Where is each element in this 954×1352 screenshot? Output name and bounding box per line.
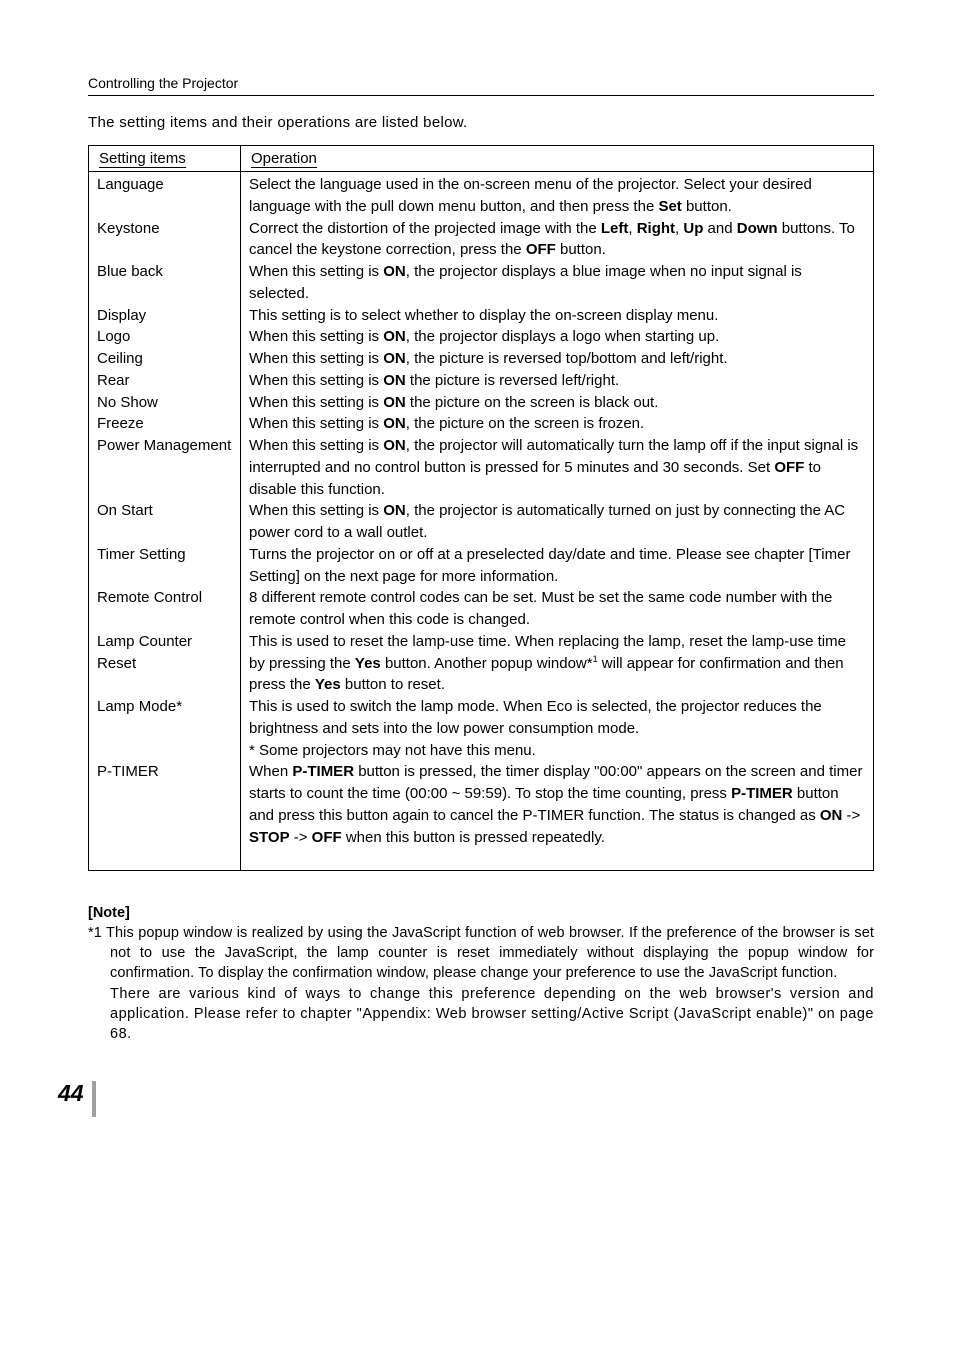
setting-item-label: Power Management: [89, 435, 241, 500]
table-row: Lamp Mode*This is used to switch the lam…: [89, 696, 874, 761]
table-row: LanguageSelect the language used in the …: [89, 172, 874, 218]
setting-item-operation: This is used to reset the lamp-use time.…: [241, 631, 874, 696]
page-number: 44: [58, 1080, 84, 1107]
setting-item-label: Timer Setting: [89, 544, 241, 588]
note-paragraph-2: There are various kind of ways to change…: [88, 984, 874, 1045]
table-row: Remote Control8 different remote control…: [89, 587, 874, 631]
setting-item-operation: This is used to switch the lamp mode. Wh…: [241, 696, 874, 761]
setting-item-operation: When P-TIMER button is pressed, the time…: [241, 761, 874, 848]
setting-item-label: Remote Control: [89, 587, 241, 631]
setting-item-operation: When this setting is ON, the projector d…: [241, 326, 874, 348]
setting-item-label: On Start: [89, 500, 241, 544]
table-row: Lamp Counter ResetThis is used to reset …: [89, 631, 874, 696]
setting-item-operation: Turns the projector on or off at a prese…: [241, 544, 874, 588]
table-row: Power ManagementWhen this setting is ON,…: [89, 435, 874, 500]
note-section: [Note] *1 This popup window is realized …: [88, 905, 874, 1045]
note-header: [Note]: [88, 905, 874, 921]
table-row: CeilingWhen this setting is ON, the pict…: [89, 348, 874, 370]
table-row: No ShowWhen this setting is ON the pictu…: [89, 392, 874, 414]
setting-item-operation: When this setting is ON, the projector w…: [241, 435, 874, 500]
setting-item-label: Lamp Counter Reset: [89, 631, 241, 696]
setting-item-operation: When this setting is ON the picture on t…: [241, 392, 874, 414]
setting-item-operation: Correct the distortion of the projected …: [241, 218, 874, 262]
setting-item-operation: When this setting is ON, the picture on …: [241, 413, 874, 435]
setting-item-label: Language: [89, 172, 241, 218]
setting-item-label: P-TIMER: [89, 761, 241, 848]
setting-item-label: Ceiling: [89, 348, 241, 370]
setting-item-label: Blue back: [89, 261, 241, 305]
settings-table: Setting items Operation LanguageSelect t…: [88, 145, 874, 871]
header-rule: [88, 95, 874, 96]
page-bar: [92, 1081, 96, 1117]
setting-item-label: Display: [89, 305, 241, 327]
table-row: LogoWhen this setting is ON, the project…: [89, 326, 874, 348]
table-row: On StartWhen this setting is ON, the pro…: [89, 500, 874, 544]
col-header-operation: Operation: [241, 146, 874, 172]
setting-item-label: Lamp Mode*: [89, 696, 241, 761]
setting-item-operation: Select the language used in the on-scree…: [241, 172, 874, 218]
table-row: Blue backWhen this setting is ON, the pr…: [89, 261, 874, 305]
table-row: KeystoneCorrect the distortion of the pr…: [89, 218, 874, 262]
note-paragraph-1: *1 This popup window is realized by usin…: [88, 923, 874, 984]
table-row: P-TIMERWhen P-TIMER button is pressed, t…: [89, 761, 874, 848]
table-row: Timer SettingTurns the projector on or o…: [89, 544, 874, 588]
setting-item-operation: When this setting is ON, the projector i…: [241, 500, 874, 544]
setting-item-operation: 8 different remote control codes can be …: [241, 587, 874, 631]
section-header: Controlling the Projector: [88, 75, 874, 91]
setting-item-label: Rear: [89, 370, 241, 392]
setting-item-label: Keystone: [89, 218, 241, 262]
setting-item-label: No Show: [89, 392, 241, 414]
setting-item-operation: When this setting is ON, the projector d…: [241, 261, 874, 305]
table-row: [89, 848, 874, 870]
intro-text: The setting items and their operations a…: [88, 114, 874, 131]
table-row: FreezeWhen this setting is ON, the pictu…: [89, 413, 874, 435]
setting-item-operation: When this setting is ON, the picture is …: [241, 348, 874, 370]
table-row: DisplayThis setting is to select whether…: [89, 305, 874, 327]
setting-item-operation: This setting is to select whether to dis…: [241, 305, 874, 327]
col-header-items: Setting items: [89, 146, 241, 172]
table-row: RearWhen this setting is ON the picture …: [89, 370, 874, 392]
setting-item-label: Freeze: [89, 413, 241, 435]
setting-item-label: Logo: [89, 326, 241, 348]
setting-item-operation: When this setting is ON the picture is r…: [241, 370, 874, 392]
